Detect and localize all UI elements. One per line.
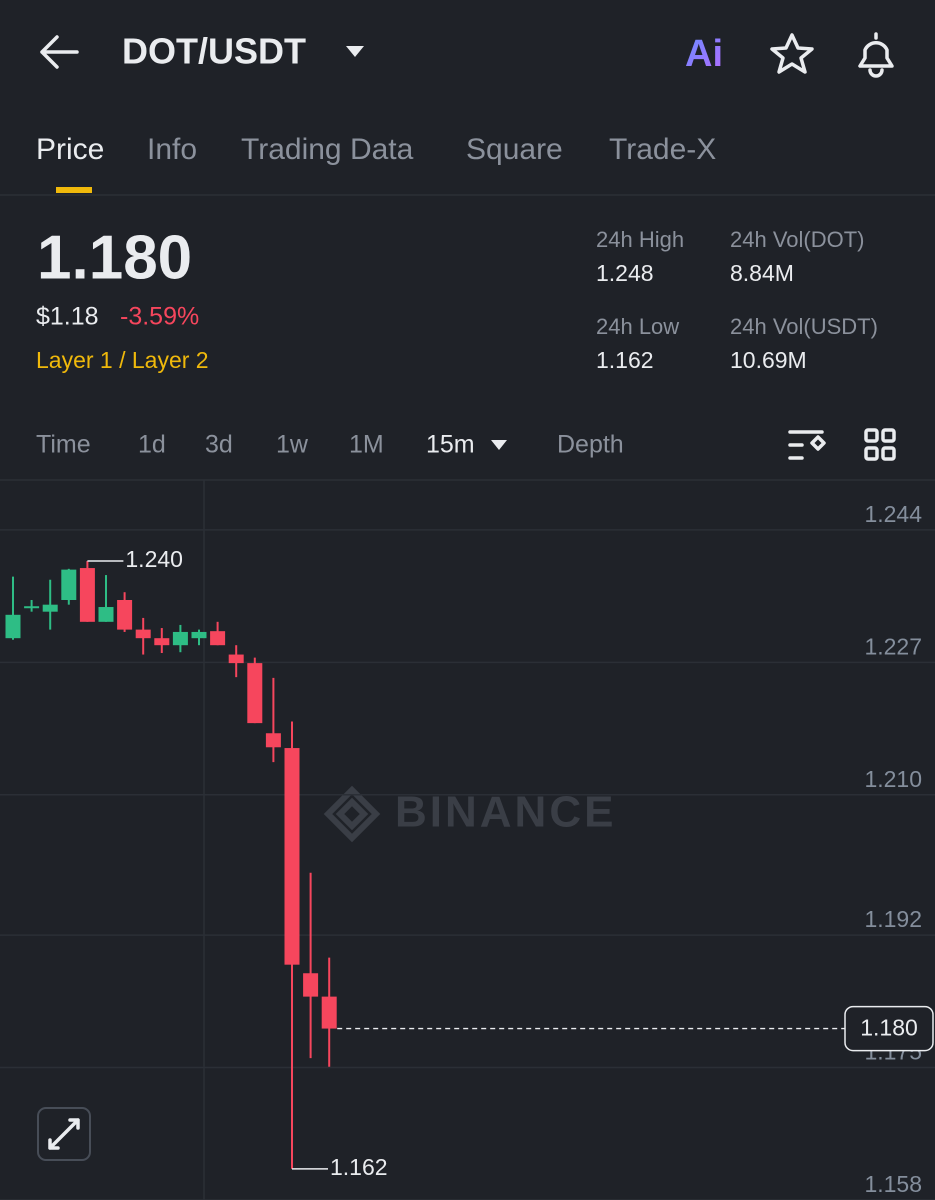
interval[interactable]: 3d	[205, 431, 233, 459]
interval[interactable]: 15m	[426, 431, 475, 459]
indicator-settings[interactable]	[788, 430, 826, 460]
candle-body	[61, 569, 77, 600]
interval-dropdown[interactable]	[491, 440, 507, 450]
interval[interactable]: 1M	[349, 431, 384, 459]
stat-label: 24h Vol(USDT)	[730, 314, 878, 339]
interval[interactable]: 1d	[138, 431, 166, 459]
tab-bar: Price Info Trading Data Square Trade-X	[0, 133, 935, 196]
candle-body	[321, 996, 337, 1029]
last-price-label: 1.180	[860, 1015, 918, 1041]
tab[interactable]: Square	[466, 133, 563, 166]
candle-body	[247, 663, 263, 724]
y-tick-label: 1.227	[864, 633, 922, 659]
y-tick-label: 1.244	[864, 501, 922, 527]
interval[interactable]: Depth	[557, 431, 624, 459]
candle-body	[284, 748, 300, 965]
last-price: 1.180	[37, 223, 192, 292]
watermark-logo	[323, 785, 381, 843]
candle-body	[172, 631, 188, 646]
layout-button[interactable]	[864, 428, 896, 461]
y-tick-label: 1.192	[864, 906, 922, 932]
candle-body	[117, 600, 133, 630]
alert-button[interactable]	[858, 32, 894, 78]
tab[interactable]: Trading Data	[241, 133, 414, 166]
candle-body	[191, 631, 207, 639]
interval[interactable]: Time	[36, 431, 91, 459]
candle-body	[42, 604, 58, 612]
usd-price: $1.18	[36, 303, 99, 331]
y-tick-label: 1.158	[864, 1171, 922, 1197]
last-price-box	[844, 1005, 934, 1052]
candle-body	[265, 733, 281, 748]
pair-dropdown[interactable]	[346, 46, 364, 57]
candle-body	[79, 568, 95, 622]
y-tick-label: 1.210	[864, 766, 922, 792]
candle-body	[210, 631, 226, 646]
annotation-label: 1.162	[330, 1154, 388, 1180]
tab[interactable]: Price	[36, 133, 104, 166]
candlestick-chart: BINANCE1.2441.2271.2101.1921.1751.1581.2…	[0, 501, 935, 1200]
stat-value: 1.162	[596, 347, 654, 373]
pair-title[interactable]: DOT/USDT	[122, 31, 306, 72]
candle-body	[135, 629, 151, 639]
candle-body	[154, 638, 170, 646]
category-tag[interactable]: Layer 1 / Layer 2	[36, 347, 209, 373]
tab[interactable]: Info	[147, 133, 197, 166]
ai-button[interactable]: Ai	[685, 33, 723, 75]
annotation-label: 1.240	[125, 546, 183, 572]
stat-value: 1.248	[596, 260, 654, 286]
tab-indicator	[56, 187, 92, 193]
candle-body	[98, 607, 114, 622]
fullscreen-button[interactable]	[37, 1107, 91, 1161]
watermark: BINANCE	[395, 788, 616, 837]
stat-label: 24h Low	[596, 314, 679, 339]
candle-body	[24, 606, 40, 609]
candle-body	[5, 614, 21, 639]
stat-value: 10.69M	[730, 347, 807, 373]
stat-label: 24h High	[596, 227, 684, 252]
stat-value: 8.84M	[730, 260, 794, 286]
tab[interactable]: Trade-X	[609, 133, 716, 166]
price-change: -3.59%	[120, 303, 199, 331]
back-button[interactable]	[40, 35, 79, 69]
candle-body	[303, 973, 319, 997]
stat-label: 24h Vol(DOT)	[730, 227, 865, 252]
candle-body	[228, 654, 244, 664]
favorite-button[interactable]	[770, 33, 814, 74]
interval[interactable]: 1w	[276, 431, 309, 459]
